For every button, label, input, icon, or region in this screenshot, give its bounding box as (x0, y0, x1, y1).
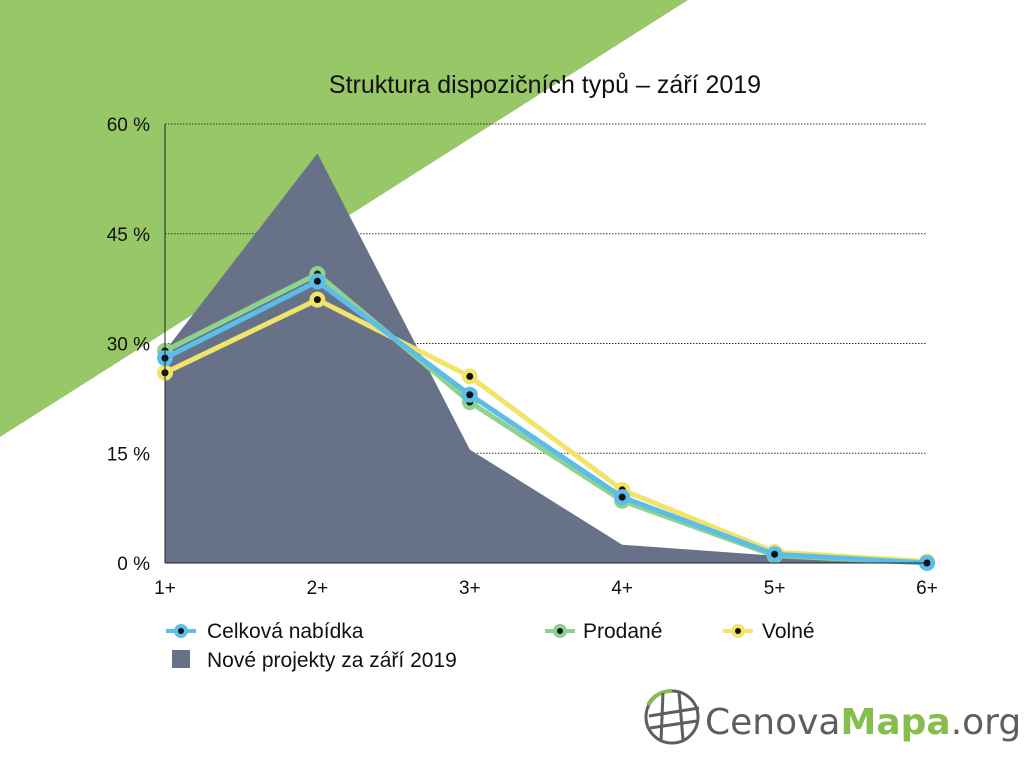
point-dot-volne (466, 372, 474, 380)
x-tick-label: 3+ (459, 578, 481, 599)
area-nove-projekty-za-zari-2019 (165, 153, 927, 563)
x-tick-label: 2+ (307, 578, 329, 599)
point-dot-celkova-nabidka (466, 391, 474, 399)
cenovamapa-logo: CenovaMapa.org (644, 689, 1021, 745)
chart-title: Struktura dispozičních typů – září 2019 (329, 71, 761, 99)
x-tick-label: 6+ (916, 578, 938, 599)
x-tick-label: 5+ (764, 578, 786, 599)
legend-item-volne: Volné (723, 620, 815, 643)
legend: Celková nabídka Prodané Volné Nové proje… (166, 620, 815, 672)
point-dot-celkova-nabidka (618, 493, 626, 501)
legend-swatch-nove-projekty (172, 650, 190, 668)
legend-item-prodane: Prodané (545, 620, 662, 643)
y-tick-label: 30 % (107, 335, 150, 356)
x-tick-label: 1+ (154, 578, 176, 599)
legend-label-celkova: Celková nabídka (207, 620, 364, 643)
series-celkova-nabidka (157, 273, 935, 571)
legend-label-nove-projekty: Nové projekty za září 2019 (207, 649, 457, 672)
legend-marker-dot-volne (735, 628, 741, 634)
legend-item-nove-projekty: Nové projekty za září 2019 (172, 649, 457, 672)
line-celkova-nabidka (163, 278, 928, 566)
x-tick-labels: 1+ 2+ 3+ 4+ 5+ 6+ (154, 578, 938, 599)
y-tick-label: 45 % (107, 225, 150, 246)
x-tick-label: 4+ (611, 578, 633, 599)
point-dot-celkova-nabidka (771, 550, 779, 558)
legend-label-volne: Volné (762, 620, 815, 643)
area-series (165, 153, 927, 563)
legend-item-celkova: Celková nabídka (166, 620, 364, 643)
y-tick-label: 60 % (107, 115, 150, 136)
logo-wordmark: CenovaMapa.org (705, 702, 1021, 743)
y-tick-labels: 0 % 15 % 30 % 45 % 60 % (107, 115, 150, 575)
y-tick-label: 0 % (117, 554, 150, 575)
axes (164, 124, 927, 564)
legend-label-prodane: Prodané (583, 620, 662, 643)
point-dot-volne (313, 296, 321, 304)
y-tick-label: 15 % (107, 444, 150, 465)
legend-marker-dot-celkova (178, 628, 184, 634)
globe-grid-icon (644, 689, 700, 745)
legend-marker-dot-prodane (557, 628, 563, 634)
point-dot-celkova-nabidka (313, 277, 321, 285)
